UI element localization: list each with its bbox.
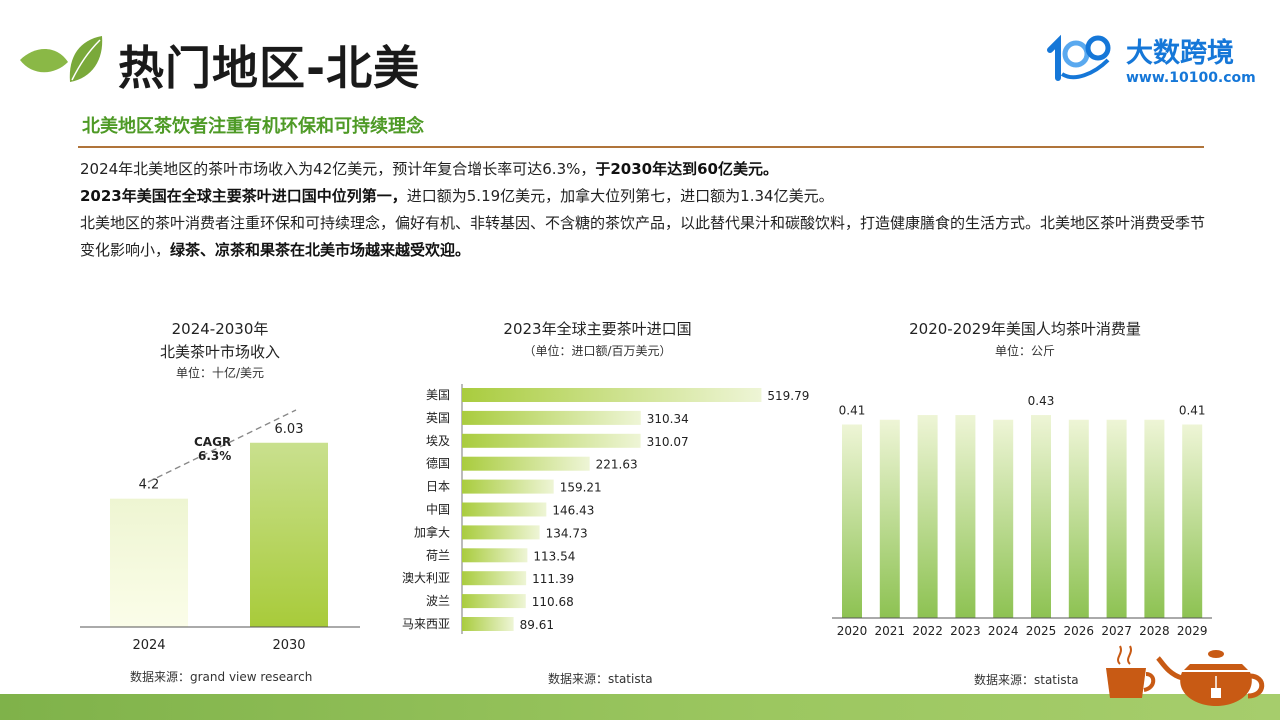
bar-value-label: 519.79 [767, 389, 809, 403]
right-chart-unit: 单位：公斤 [994, 344, 1055, 358]
cagr-label: CAGR [194, 435, 231, 449]
y-tick-label: 美国 [426, 388, 450, 402]
bar-value-label: 113.54 [533, 549, 575, 563]
left-chart-unit: 单位：十亿/美元 [175, 366, 265, 380]
intro-paragraph: 2024年北美地区的茶叶市场收入为42亿美元，预计年复合增长率可达6.3%，于2… [80, 156, 1206, 183]
teapot-icon [1156, 650, 1265, 706]
body-text: 2024年北美地区的茶叶市场收入为42亿美元，预计年复合增长率可达6.3%， [80, 160, 596, 178]
bar-value-label: 6.03 [275, 422, 304, 437]
middle-chart-source: 数据来源：statista [548, 672, 653, 686]
left-chart-title-line2: 北美茶叶市场收入 [159, 343, 280, 361]
teacup-icon [1106, 645, 1156, 698]
y-tick-label: 荷兰 [426, 548, 450, 562]
bar-2028 [1144, 419, 1165, 618]
x-tick-label: 2024 [132, 638, 165, 653]
right-chart-source: 数据来源：statista [974, 673, 1079, 687]
bar-2021 [879, 419, 900, 618]
bar-埃及 [462, 433, 641, 448]
bar-value-label: 310.07 [647, 435, 689, 449]
y-tick-label: 波兰 [426, 594, 450, 608]
bar-value-label: 110.68 [532, 595, 574, 609]
x-tick-label: 2022 [912, 624, 943, 638]
bar-加拿大 [462, 525, 540, 540]
body-text: 进口额为5.19亿美元，加拿大位列第七，进口额为1.34亿美元。 [406, 187, 834, 205]
intro-paragraph: 2023年美国在全球主要茶叶进口国中位列第一，进口额为5.19亿美元，加拿大位列… [80, 183, 1206, 210]
x-tick-label: 2021 [875, 624, 906, 638]
divider [78, 146, 1204, 148]
y-tick-label: 埃及 [426, 434, 450, 448]
y-tick-label: 中国 [426, 502, 450, 517]
bar-value-label: 221.63 [596, 458, 638, 472]
bar-value-label: 0.41 [839, 403, 866, 417]
x-tick-label: 2026 [1064, 624, 1095, 638]
bar-2026 [1068, 419, 1089, 618]
middle-chart-unit: （单位：进口额/百万美元） [523, 344, 672, 358]
x-tick-label: 2030 [272, 638, 305, 653]
bar-澳大利亚 [462, 571, 527, 586]
x-tick-label: 2027 [1101, 624, 1132, 638]
bar-2029 [1182, 424, 1203, 618]
logo-brand-text: 大数跨境 [1126, 38, 1234, 69]
bar-波兰 [462, 594, 526, 609]
bar-value-label: 146.43 [552, 504, 594, 518]
cagr-trend-line [147, 409, 297, 483]
x-tick-label: 2028 [1139, 624, 1170, 638]
left-bar-chart: 4.2 2024 6.03 2030 CAGR 6.3% [80, 409, 360, 653]
y-tick-label: 日本 [426, 480, 450, 494]
intro-paragraphs: 2024年北美地区的茶叶市场收入为42亿美元，预计年复合增长率可达6.3%，于2… [80, 156, 1206, 264]
x-tick-label: 2029 [1177, 624, 1208, 638]
bar-2020 [842, 424, 862, 618]
logo-icon [1047, 34, 1111, 81]
bar-value-label: 0.41 [1179, 403, 1206, 417]
emphasis-text: 2023年美国在全球主要茶叶进口国中位列第一， [80, 187, 407, 205]
right-chart-title: 2020-2029年美国人均茶叶消费量 [909, 320, 1141, 338]
section-subtitle: 北美地区茶饮者注重有机环保和可持续理念 [82, 116, 424, 137]
bar-value-label: 134.73 [546, 526, 588, 540]
body-text: 北美地区的茶叶消费者注重环保和可持续理念，偏好有机、非转基因、不含糖的茶饮产品，… [80, 214, 1206, 259]
intro-paragraph: 北美地区的茶叶消费者注重环保和可持续理念，偏好有机、非转基因、不含糖的茶饮产品，… [80, 210, 1206, 264]
bar-荷兰 [462, 548, 528, 563]
middle-chart-title: 2023年全球主要茶叶进口国 [503, 320, 692, 338]
bar-value-label: 4.2 [139, 478, 160, 493]
bar-2022 [917, 415, 938, 618]
bar-2024 [993, 419, 1014, 618]
y-tick-label: 澳大利亚 [402, 571, 450, 585]
middle-bar-chart: 美国 519.79 英国 310.34 埃及 310.07 德国 221.63 日本 159.21… [402, 384, 809, 634]
teapot-decoration [1106, 645, 1265, 706]
bar-value-label: 0.43 [1028, 394, 1055, 408]
right-bar-chart: 2020 0.41 2021 2022 2023 2024 2025 0.43 2026 2027… [832, 394, 1212, 638]
bar-德国 [462, 456, 590, 471]
x-tick-label: 2025 [1026, 624, 1057, 638]
bar-美国 [462, 388, 762, 402]
leaf-icon [20, 36, 103, 82]
bar-2025 [1031, 415, 1051, 618]
bar-2024 [110, 498, 188, 627]
bar-英国 [462, 410, 641, 425]
y-tick-label: 德国 [426, 456, 450, 471]
bar-value-label: 310.34 [647, 412, 689, 426]
emphasis-text: 于2030年达到60亿美元。 [595, 160, 778, 178]
y-tick-label: 马来西亚 [402, 617, 450, 631]
footer-band [0, 694, 1280, 720]
y-tick-label: 加拿大 [414, 524, 450, 539]
logo-url: www.10100.com [1126, 70, 1256, 86]
bar-中国 [462, 502, 547, 517]
bar-2030 [250, 442, 328, 627]
left-chart-source: 数据来源：grand view research [130, 670, 313, 684]
y-tick-label: 英国 [426, 411, 450, 425]
page-title: 热门地区-北美 [118, 41, 421, 95]
bar-日本 [462, 479, 554, 494]
left-chart-title-line1: 2024-2030年 [171, 320, 269, 338]
bar-马来西亚 [462, 617, 514, 631]
emphasis-text: 绿茶、凉茶和果茶在北美市场越来越受欢迎。 [170, 241, 471, 259]
x-tick-label: 2023 [950, 624, 981, 638]
bar-2027 [1106, 419, 1127, 618]
bar-2023 [955, 415, 976, 618]
bar-value-label: 89.61 [520, 618, 554, 632]
bar-value-label: 159.21 [560, 481, 602, 495]
cagr-value: 6.3% [198, 449, 231, 463]
x-tick-label: 2024 [988, 624, 1019, 638]
x-tick-label: 2020 [837, 624, 868, 638]
bar-value-label: 111.39 [532, 572, 574, 586]
